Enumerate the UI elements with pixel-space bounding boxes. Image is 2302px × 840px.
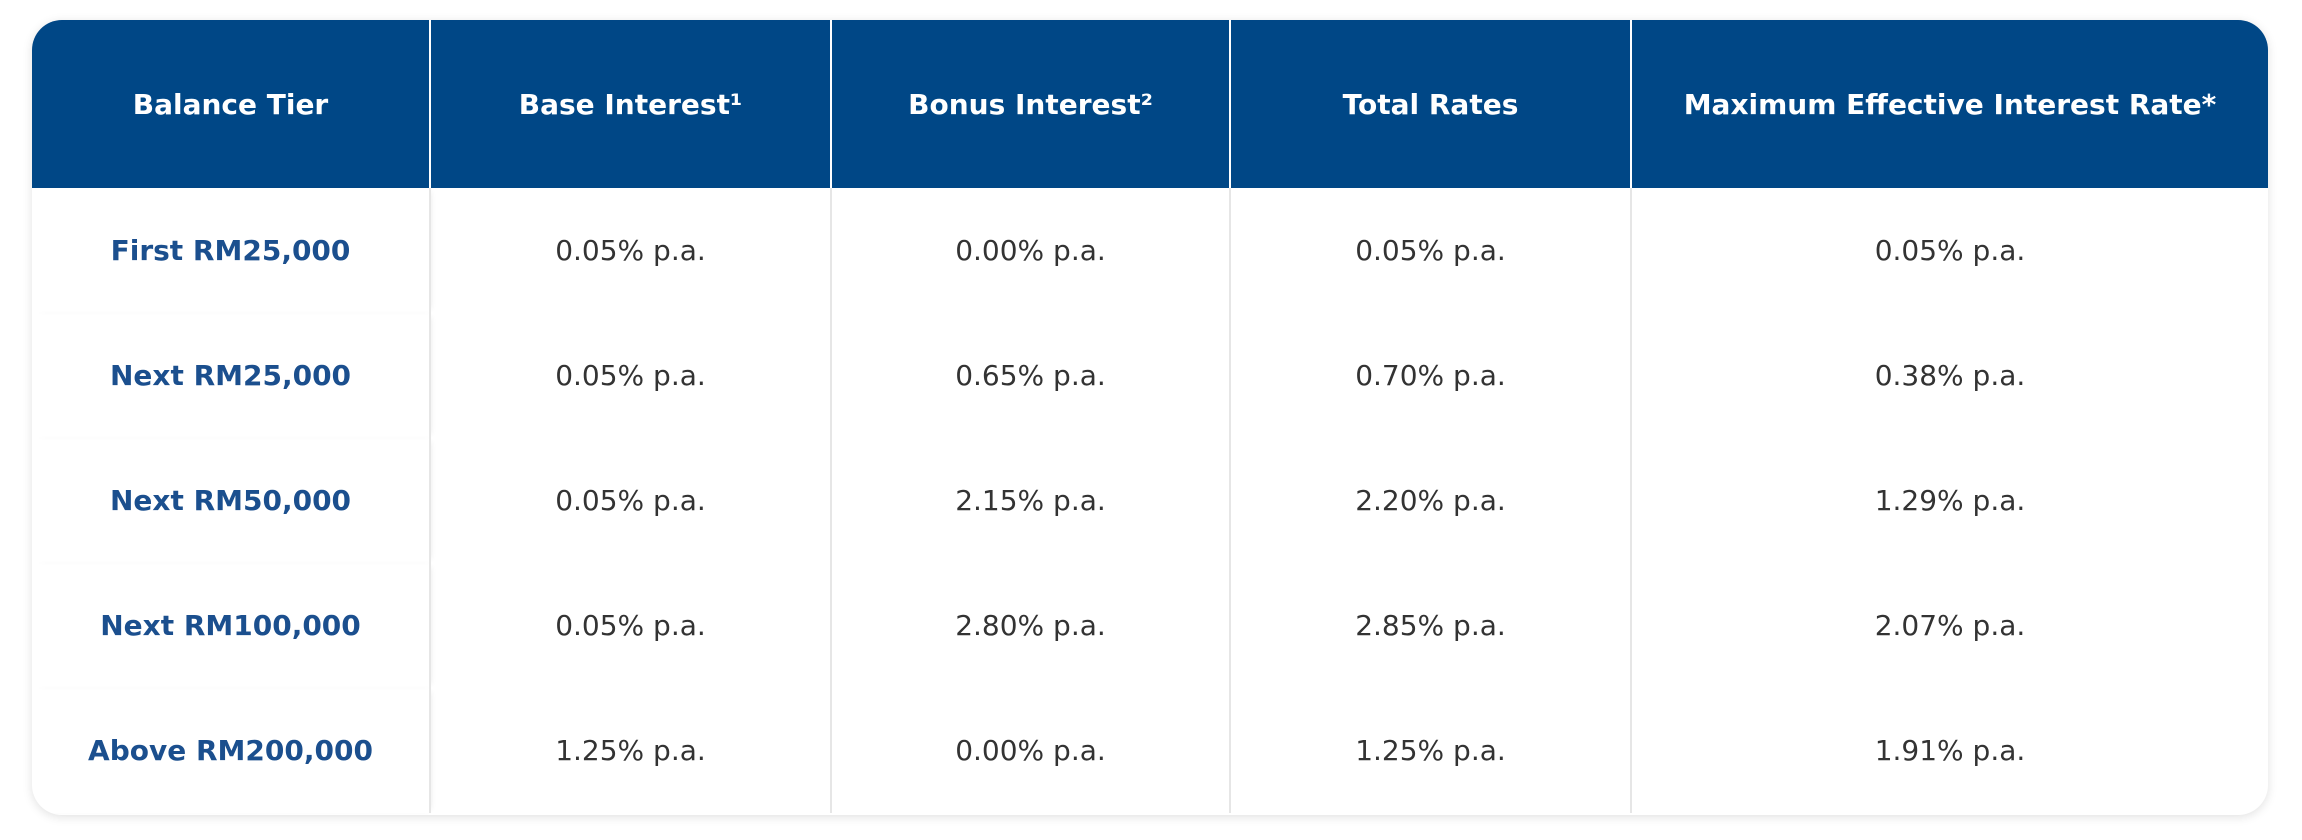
rate-cell: 2.85% p.a. (1229, 563, 1631, 688)
column-header: Balance Tier (32, 20, 430, 188)
rate-cell: 0.00% p.a. (830, 188, 1230, 313)
column-header: Total Rates (1229, 20, 1631, 188)
rate-cell: 2.15% p.a. (830, 438, 1230, 563)
table-row: First RM25,000 0.05% p.a. 0.00% p.a. 0.05% … (32, 188, 2268, 313)
rate-cell: 0.05% p.a. (429, 438, 831, 563)
balance-tier: Next RM25,000 (32, 313, 430, 438)
table-row: Next RM100,000 0.05% p.a. 2.80% p.a. 2.85% … (32, 563, 2268, 688)
balance-tier: Next RM100,000 (32, 563, 430, 688)
column-header: Bonus Interest² (830, 20, 1230, 188)
balance-tier: Above RM200,000 (32, 688, 430, 813)
column-header: Base Interest¹ (429, 20, 831, 188)
rate-cell: 2.80% p.a. (830, 563, 1230, 688)
table-row: Above RM200,000 1.25% p.a. 0.00% p.a. 1.25%… (32, 688, 2268, 813)
rate-cell: 0.05% p.a. (429, 313, 831, 438)
rate-cell: 1.25% p.a. (1229, 688, 1631, 813)
rate-cell: 0.70% p.a. (1229, 313, 1631, 438)
balance-tier: Next RM50,000 (32, 438, 430, 563)
rate-cell: 0.05% p.a. (429, 188, 831, 313)
rate-cell: 0.05% p.a. (1630, 188, 2268, 313)
rate-cell: 0.65% p.a. (830, 313, 1230, 438)
table-row: Next RM50,000 0.05% p.a. 2.15% p.a. 2.20% p… (32, 438, 2268, 563)
rates-table-card: Balance Tier Base Interest¹ Bonus Interest… (32, 20, 2268, 815)
header-row: Balance Tier Base Interest¹ Bonus Interest… (32, 20, 2268, 188)
rate-cell: 0.05% p.a. (1229, 188, 1631, 313)
rate-cell: 1.91% p.a. (1630, 688, 2268, 813)
rates-table: Balance Tier Base Interest¹ Bonus Interest… (32, 20, 2268, 813)
rate-cell: 0.00% p.a. (830, 688, 1230, 813)
table-row: Next RM25,000 0.05% p.a. 0.65% p.a. 0.70% p… (32, 313, 2268, 438)
rate-cell: 0.05% p.a. (429, 563, 831, 688)
rate-cell: 1.29% p.a. (1630, 438, 2268, 563)
rate-cell: 0.38% p.a. (1630, 313, 2268, 438)
column-header: Maximum Effective Interest Rate* (1630, 20, 2268, 188)
rate-cell: 1.25% p.a. (429, 688, 831, 813)
balance-tier: First RM25,000 (32, 188, 430, 313)
table-body: First RM25,000 0.05% p.a. 0.00% p.a. 0.05% … (32, 188, 2268, 813)
rate-cell: 2.20% p.a. (1229, 438, 1631, 563)
rate-cell: 2.07% p.a. (1630, 563, 2268, 688)
